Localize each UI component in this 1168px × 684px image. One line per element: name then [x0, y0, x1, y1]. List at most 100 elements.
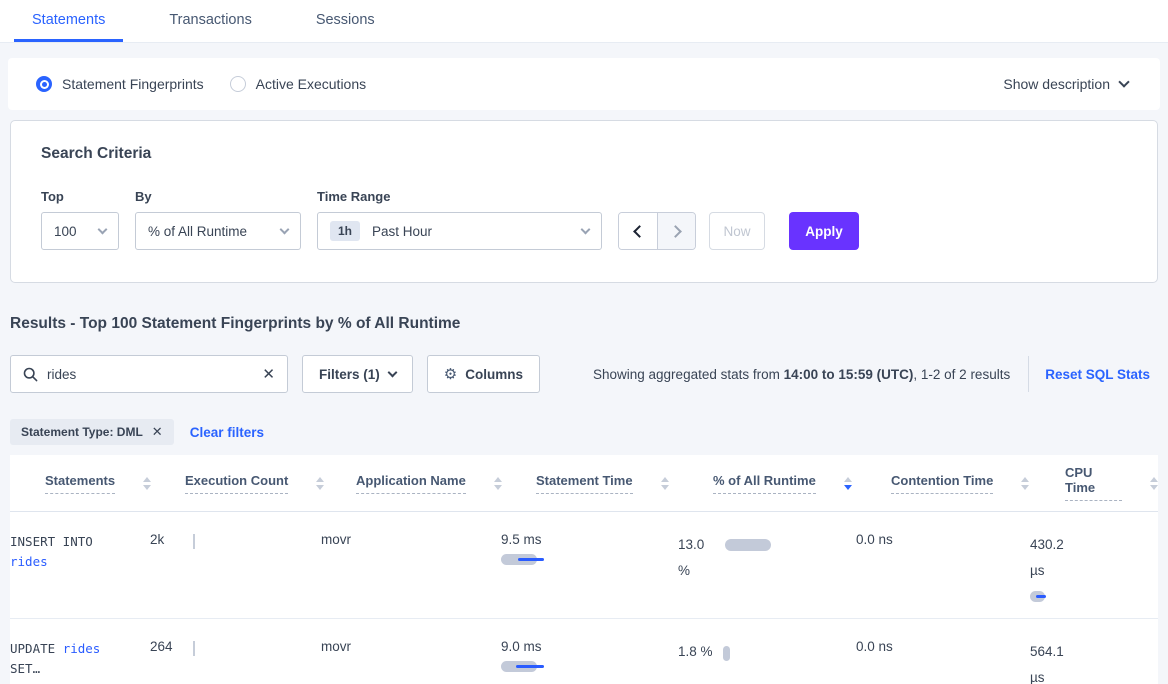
- columns-label: Columns: [465, 366, 523, 382]
- column-header-pct-runtime[interactable]: % of All Runtime: [713, 473, 891, 494]
- execution-count-bar: [193, 641, 195, 656]
- top-select[interactable]: 100: [41, 212, 119, 250]
- radio-statement-fingerprints[interactable]: Statement Fingerprints: [36, 76, 204, 92]
- chevron-down-icon: [1118, 76, 1130, 88]
- execution-count-cell: 264: [150, 639, 321, 656]
- pct-runtime-cell: 13.0 %: [678, 532, 856, 584]
- execution-count-cell: 2k: [150, 532, 321, 549]
- by-select[interactable]: % of All Runtime: [135, 212, 301, 250]
- statement-link[interactable]: rides: [62, 641, 101, 656]
- by-select-value: % of All Runtime: [148, 223, 248, 239]
- time-pagination-group: [618, 212, 696, 250]
- cpu-time-bar: [1030, 591, 1158, 602]
- time-range-value: Past Hour: [372, 223, 433, 239]
- previous-time-button[interactable]: [619, 213, 657, 249]
- tab-statements[interactable]: Statements: [14, 0, 124, 42]
- statement-time-cell: 9.5 ms: [501, 532, 678, 565]
- results-heading: Results - Top 100 Statement Fingerprints…: [10, 315, 461, 332]
- contention-time-cell: 0.0 ns: [856, 532, 893, 547]
- divider: [1028, 356, 1030, 392]
- radio-label: Statement Fingerprints: [62, 76, 204, 92]
- filter-chip-statement-type[interactable]: Statement Type: DML ✕: [10, 419, 174, 445]
- table-row: UPDATE rides SET… 264 movr 9.0 ms 1.8 % …: [10, 619, 1158, 684]
- statement-time-cell: 9.0 ms: [501, 639, 678, 672]
- table-row: INSERT INTO rides 2k movr 9.5 ms 13.0 % …: [10, 512, 1158, 619]
- statements-table: Statements Execution Count Application N…: [10, 455, 1158, 684]
- active-filters-row: Statement Type: DML ✕ Clear filters: [10, 419, 1158, 445]
- statement-search-box[interactable]: ✕: [10, 355, 288, 393]
- clear-search-icon[interactable]: ✕: [262, 365, 275, 383]
- apply-button[interactable]: Apply: [789, 212, 859, 250]
- top-select-value: 100: [54, 223, 77, 239]
- search-criteria-title: Search Criteria: [41, 145, 152, 162]
- top-label: Top: [41, 189, 64, 204]
- chevron-down-icon: [387, 367, 398, 378]
- tab-sessions[interactable]: Sessions: [315, 11, 375, 28]
- pct-runtime-bar: [725, 539, 771, 551]
- remove-filter-icon[interactable]: ✕: [151, 424, 163, 439]
- by-field: By % of All Runtime: [135, 189, 301, 250]
- cpu-time-cell: 430.2 µs: [1030, 532, 1158, 602]
- column-header-execution-count[interactable]: Execution Count: [185, 473, 356, 494]
- gear-icon: ⚙: [443, 365, 458, 383]
- chevron-down-icon: [97, 224, 108, 235]
- statement-cell: INSERT INTO rides: [10, 534, 93, 569]
- table-header-row: Statements Execution Count Application N…: [10, 455, 1158, 512]
- by-label: By: [135, 189, 152, 204]
- filters-button[interactable]: Filters (1): [302, 355, 413, 393]
- clear-filters-link[interactable]: Clear filters: [189, 424, 264, 440]
- sort-icon: [1150, 476, 1158, 490]
- time-range-select[interactable]: 1h Past Hour: [317, 212, 602, 250]
- contention-time-cell: 0.0 ns: [856, 639, 893, 654]
- filters-label: Filters (1): [319, 366, 380, 382]
- column-header-statement-time[interactable]: Statement Time: [536, 473, 713, 494]
- radio-unselected-icon: [229, 76, 246, 92]
- statement-time-bar: [501, 554, 678, 565]
- column-header-cpu-time[interactable]: CPU Time: [1065, 465, 1158, 501]
- search-input[interactable]: [47, 366, 263, 382]
- sort-icon: [660, 476, 669, 490]
- tab-transactions[interactable]: Transactions: [169, 11, 252, 28]
- show-description-toggle[interactable]: Show description: [1003, 76, 1130, 92]
- cpu-time-cell: 564.1 µs: [1030, 644, 1064, 684]
- filter-chip-label: Statement Type: DML: [21, 425, 143, 439]
- results-controls-row: ✕ Filters (1) ⚙ Columns Showing aggregat…: [10, 355, 1158, 393]
- time-range-label: Time Range: [317, 189, 391, 204]
- sort-icon: [1021, 476, 1030, 490]
- statement-time-bar: [501, 661, 678, 672]
- column-header-application-name[interactable]: Application Name: [356, 473, 536, 494]
- time-range-badge: 1h: [330, 221, 361, 241]
- sort-icon: [316, 476, 325, 490]
- chevron-down-icon: [580, 224, 591, 235]
- column-header-contention-time[interactable]: Contention Time: [891, 473, 1065, 494]
- columns-button[interactable]: ⚙ Columns: [426, 355, 540, 393]
- search-criteria-card: Search Criteria Top 100 By % of All Runt…: [10, 120, 1158, 283]
- statement-cell: UPDATE rides SET…: [10, 641, 101, 676]
- sort-icon: [143, 476, 152, 490]
- radio-label: Active Executions: [255, 76, 367, 92]
- radio-selected-icon: [36, 76, 52, 92]
- column-header-statements[interactable]: Statements: [45, 473, 185, 494]
- time-range-field: Time Range 1h Past Hour: [317, 189, 602, 250]
- chevron-right-icon: [668, 224, 682, 238]
- show-description-label: Show description: [1003, 76, 1110, 92]
- sort-icon: [493, 476, 502, 490]
- application-name-cell: movr: [321, 639, 351, 654]
- view-toggle-bar: Statement Fingerprints Active Executions…: [8, 58, 1160, 110]
- top-tab-bar: Statements Transactions Sessions: [0, 0, 1168, 43]
- reset-sql-stats-link[interactable]: Reset SQL Stats: [1045, 366, 1150, 382]
- now-button[interactable]: Now: [709, 212, 765, 250]
- chevron-down-icon: [279, 224, 290, 235]
- execution-count-bar: [193, 534, 195, 549]
- summary-time-range: 14:00 to 15:59 (UTC): [783, 366, 914, 382]
- radio-active-executions[interactable]: Active Executions: [229, 76, 367, 92]
- next-time-button[interactable]: [657, 213, 695, 249]
- top-field: Top 100: [41, 189, 119, 250]
- pct-runtime-cell: 1.8 %: [678, 639, 856, 665]
- application-name-cell: movr: [321, 532, 351, 547]
- search-icon: [23, 367, 38, 381]
- chevron-left-icon: [633, 224, 646, 238]
- sort-icon-active-desc: [843, 476, 852, 490]
- pct-runtime-bar: [722, 646, 730, 661]
- statement-link[interactable]: rides: [10, 554, 48, 569]
